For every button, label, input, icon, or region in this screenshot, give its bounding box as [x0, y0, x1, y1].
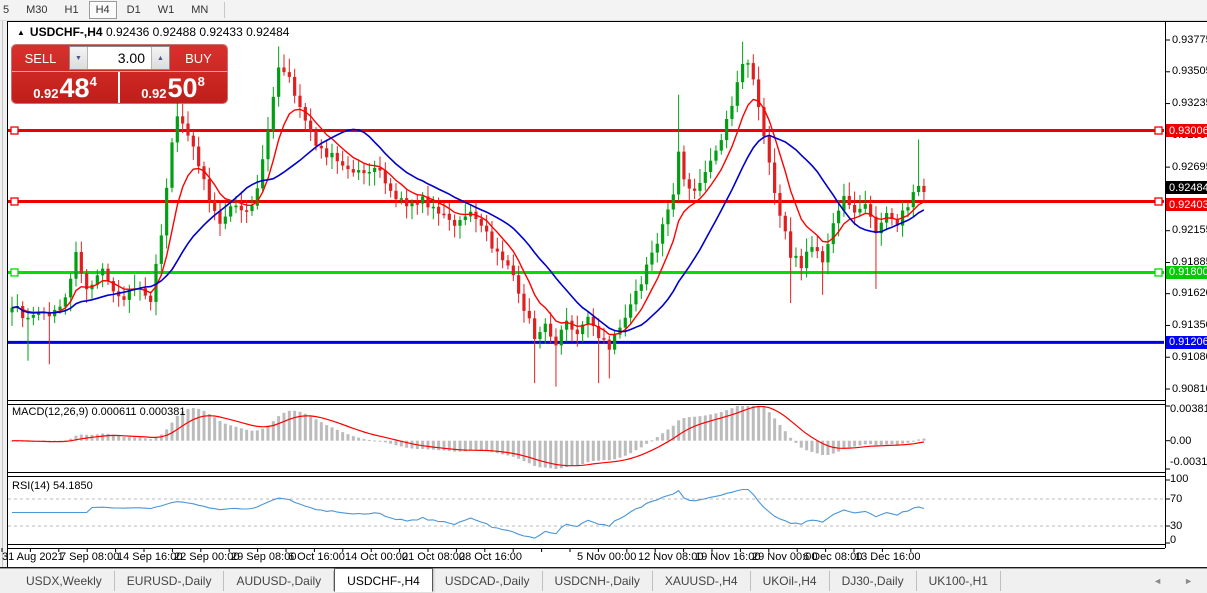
buy-price-display[interactable]: 0.92 50 8: [120, 72, 226, 103]
buy-button[interactable]: BUY: [185, 50, 212, 66]
ma-fast-line: [11, 98, 925, 336]
price-tick-label: 0.92155: [1172, 224, 1207, 237]
date-axis-label: 6 Oct 16:00: [288, 551, 345, 563]
rsi-label: RSI(14) 54.1850: [12, 480, 93, 492]
tab-ukoil-h4[interactable]: UKOil-,H4: [751, 571, 830, 591]
tab-usdx-weekly[interactable]: USDX,Weekly: [14, 571, 115, 591]
tab-usdchf-h4[interactable]: USDCHF-,H4: [334, 567, 433, 592]
price-tick-label: 0.93505: [1172, 65, 1207, 78]
volume-decrease-icon[interactable]: ▼: [70, 47, 88, 69]
rsi-line: [12, 488, 925, 539]
chart-title: ▲ USDCHF-,H4 0.92436 0.92488 0.92433 0.92…: [17, 25, 289, 39]
sell-price-main: 48: [59, 73, 90, 103]
rsi-axis-70: 70: [1170, 493, 1183, 505]
date-axis-label: 14 Sep 16:00: [117, 551, 183, 563]
volume-input[interactable]: 3.00: [117, 50, 145, 66]
price-badge: 0.92484: [1166, 181, 1207, 195]
buy-price-prefix: 0.92: [141, 86, 167, 101]
price-tick-label: 0.93235: [1172, 97, 1207, 110]
timeframe-button-m30[interactable]: M30: [26, 4, 48, 16]
tab-dj30-daily[interactable]: DJ30-,Daily: [830, 571, 917, 591]
macd-axis-zero: 0.00: [1170, 435, 1192, 447]
date-axis-label: 12 Nov 08:00: [638, 551, 704, 563]
price-badge: 0.91206: [1166, 335, 1207, 349]
volume-spinner: ▼ 3.00 ▲: [69, 46, 170, 70]
date-axis-label: 14 Oct 00:00: [345, 551, 408, 563]
date-axis-label: 19 Nov 16:00: [695, 551, 761, 563]
timeframe-button-d1[interactable]: D1: [126, 4, 141, 16]
timeframe-button-m5[interactable]: 5: [3, 4, 10, 16]
horizontal-line-objects[interactable]: [8, 126, 1164, 344]
collapse-arrow-icon[interactable]: ▲: [17, 28, 25, 37]
buy-price-main: 50: [167, 73, 198, 103]
date-axis-label: 28 Oct 16:00: [459, 551, 522, 563]
macd-histogram: [10, 406, 926, 470]
tab-usdcnh-daily[interactable]: USDCNH-,Daily: [543, 571, 653, 591]
macd-label: MACD(12,26,9) 0.000611 0.000381: [12, 406, 186, 418]
sell-price-pip: 4: [89, 74, 97, 89]
timeframe-toolbar: 5 M30 H1 H4 D1 W1 MN: [0, 0, 1207, 21]
macd-axis-max: 0.003811: [1170, 403, 1207, 415]
date-axis-label: 13 Dec 16:00: [855, 551, 921, 563]
rsi-axis-0: 0: [1170, 534, 1177, 546]
tab-eurusd-daily[interactable]: EURUSD-,Daily: [115, 571, 225, 591]
sell-button[interactable]: SELL: [24, 50, 57, 66]
buy-price-pip: 8: [197, 74, 205, 89]
price-tick-label: 0.93775: [1172, 33, 1207, 46]
chart-symbol-label: USDCHF-,H4: [29, 25, 103, 39]
rsi-axis-30: 30: [1170, 520, 1183, 532]
one-click-trading-panel: SELL ▼ 3.00 ▲ BUY 0.92 48 4 0.92 50 8: [12, 45, 227, 103]
date-axis-label: 5 Nov 00:00: [577, 551, 637, 563]
macd-axis-min: -0.00311: [1170, 456, 1207, 468]
date-axis-label: 29 Nov 00:00: [752, 551, 818, 563]
toolbar-separator: [224, 2, 226, 18]
date-axis-label: 31 Aug 2021: [2, 551, 64, 563]
tab-uk100-h1[interactable]: UK100-,H1: [917, 571, 1001, 591]
macd-signal-line: [12, 405, 925, 467]
volume-increase-icon[interactable]: ▲: [151, 47, 169, 69]
sell-price-prefix: 0.92: [33, 86, 59, 101]
timeframe-button-w1[interactable]: W1: [157, 4, 175, 16]
timeframe-button-h4[interactable]: H4: [88, 1, 117, 19]
price-tick-label: 0.92695: [1172, 160, 1207, 173]
date-axis-label: 7 Sep 08:00: [60, 551, 120, 563]
tab-usdcad-daily[interactable]: USDCAD-,Daily: [433, 571, 543, 591]
tab-audusd-daily[interactable]: AUDUSD-,Daily: [224, 571, 335, 591]
ma-slow-line: [11, 128, 925, 333]
tab-scroll-right-icon[interactable]: ►: [1184, 576, 1193, 586]
tab-xauusd-h4[interactable]: XAUUSD-,H4: [653, 571, 751, 591]
sell-price-display[interactable]: 0.92 48 4: [12, 72, 120, 103]
timeframe-button-mn[interactable]: MN: [191, 4, 209, 16]
price-badge: 0.91800: [1166, 265, 1207, 279]
price-tick-label: 0.91885: [1172, 255, 1207, 268]
symbol-tab-bar: USDX,Weekly EURUSD-,Daily AUDUSD-,Daily …: [0, 567, 1207, 593]
chart-ohlc-values: 0.92436 0.92488 0.92433 0.92484: [105, 25, 290, 39]
price-badge: 0.93006: [1166, 124, 1207, 138]
date-axis-label: 29 Sep 08:00: [231, 551, 297, 563]
price-badge: 0.92403: [1166, 198, 1207, 212]
date-axis-label: 22 Sep 00:00: [174, 551, 240, 563]
timeframe-button-h1[interactable]: H1: [64, 4, 79, 16]
date-axis-label: 6 Dec 08:00: [803, 551, 863, 563]
tab-scroll-left-icon[interactable]: ◄: [1153, 576, 1163, 586]
rsi-axis-100: 100: [1170, 473, 1189, 485]
date-axis-label: 21 Oct 08:00: [402, 551, 465, 563]
price-tick-label: 0.90810: [1172, 382, 1207, 395]
